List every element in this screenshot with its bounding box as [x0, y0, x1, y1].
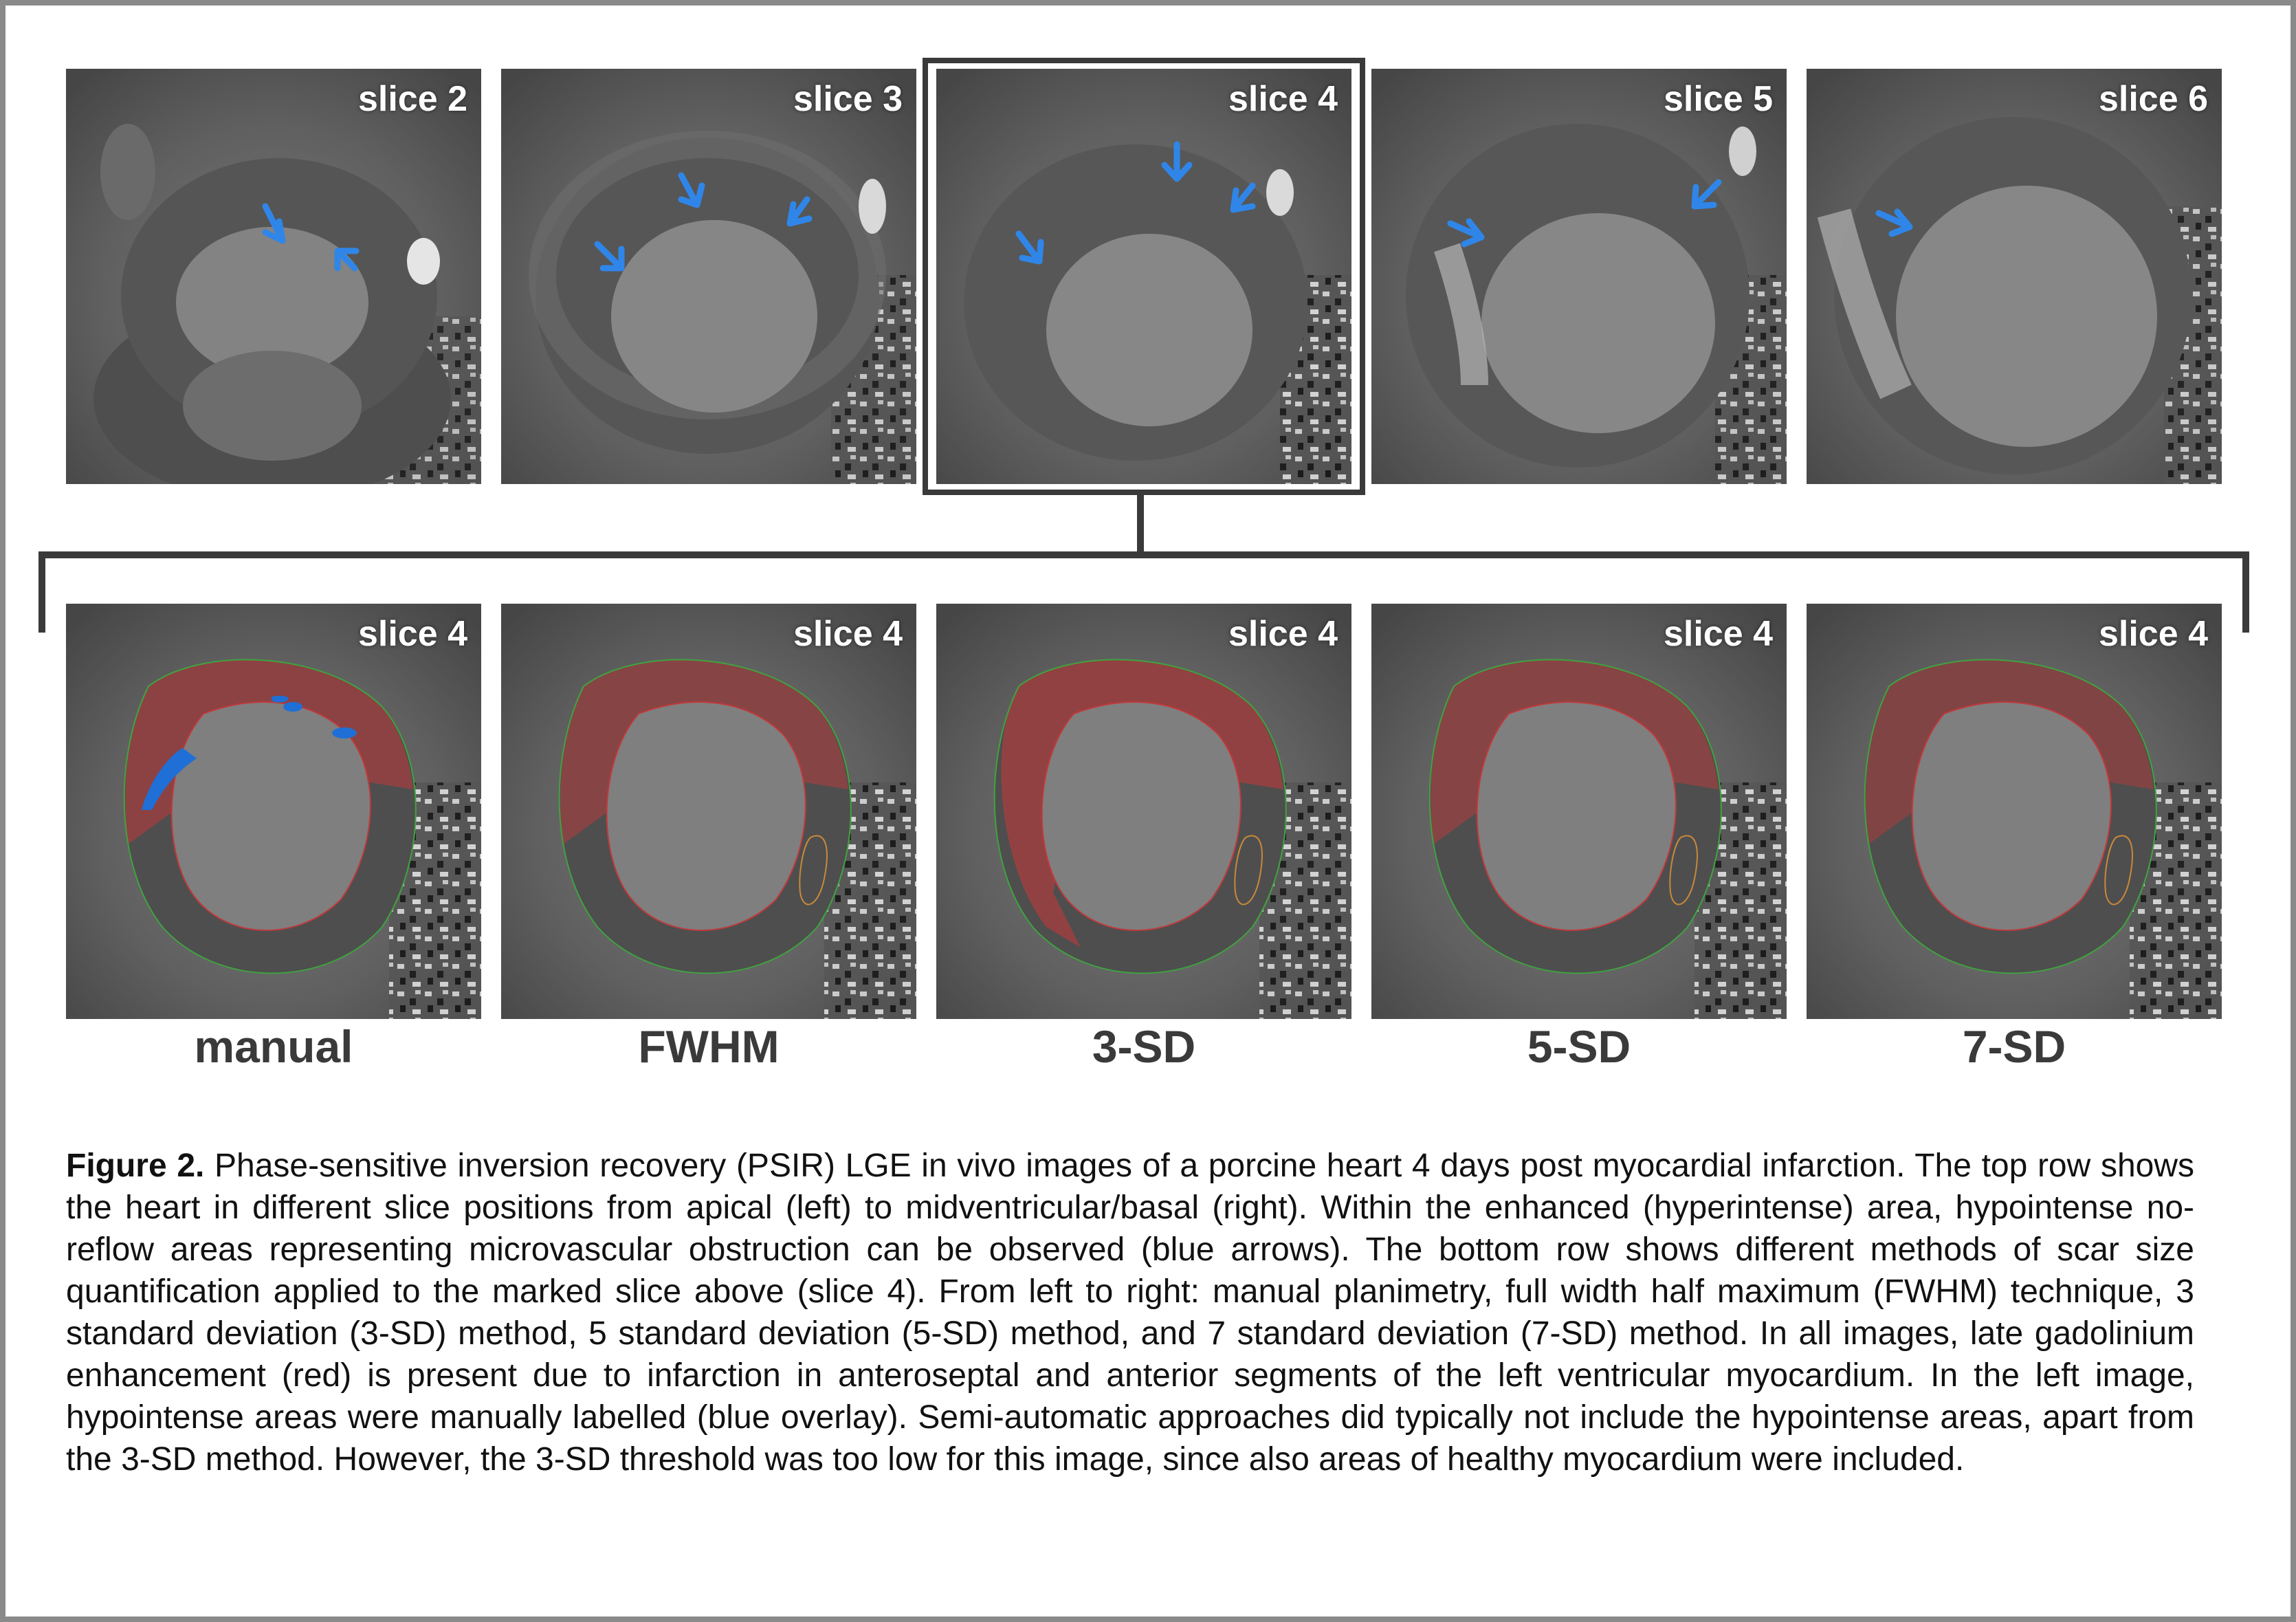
mri-panel-top-4: slice 5	[1371, 69, 1787, 484]
bracket-bar	[38, 551, 2249, 558]
figure-caption: Figure 2. Phase-sensitive inversion reco…	[66, 1145, 2194, 1480]
method-label-5sd: 5-SD	[1527, 1021, 1631, 1072]
mri-image	[66, 69, 481, 484]
mri-image	[501, 604, 916, 1019]
slice-label: slice 4	[793, 614, 903, 654]
slice-label: slice 4	[2098, 614, 2208, 654]
mri-image	[1807, 604, 2222, 1019]
mri-panel-manual: slice 4	[66, 604, 481, 1019]
slice-label: slice 4	[1228, 614, 1338, 654]
bracket-stem	[1137, 495, 1144, 558]
mri-panel-3sd: slice 4	[936, 604, 1351, 1019]
mri-image	[936, 69, 1351, 484]
mri-panel-top-5: slice 6	[1807, 69, 2222, 484]
method-label-manual: manual	[194, 1021, 353, 1072]
slice-label: slice 4	[1663, 614, 1773, 654]
mri-image	[1371, 604, 1787, 1019]
mri-image	[1807, 69, 2222, 484]
method-label-3sd: 3-SD	[1092, 1021, 1196, 1072]
mri-panel-5sd: slice 4	[1371, 604, 1787, 1019]
bracket-right-end	[2242, 551, 2249, 633]
mri-panel-fwhm: slice 4	[501, 604, 916, 1019]
method-label-fwhm: FWHM	[638, 1021, 780, 1072]
slice-label: slice 4	[357, 614, 467, 654]
mri-image	[66, 604, 481, 1019]
mri-panel-top-3: slice 4	[936, 69, 1351, 484]
mri-image	[501, 69, 916, 484]
caption-text: Phase-sensitive inversion recovery (PSIR…	[66, 1148, 2194, 1478]
slice-label: slice 6	[2098, 79, 2208, 119]
mri-panel-top-1: slice 2	[66, 69, 481, 484]
mri-panel-7sd: slice 4	[1807, 604, 2222, 1019]
bracket-left-end	[38, 551, 45, 633]
slice-label: slice 3	[793, 79, 903, 119]
slice-label: slice 2	[357, 79, 467, 119]
slice-label: slice 4	[1228, 79, 1338, 119]
caption-label: Figure 2.	[66, 1148, 205, 1184]
slice-label: slice 5	[1663, 79, 1773, 119]
mri-image	[1371, 69, 1787, 484]
mri-panel-top-2: slice 3	[501, 69, 916, 484]
selected-slice-highlight	[923, 58, 1365, 495]
mri-image	[936, 604, 1351, 1019]
method-label-7sd: 7-SD	[1962, 1021, 2066, 1072]
